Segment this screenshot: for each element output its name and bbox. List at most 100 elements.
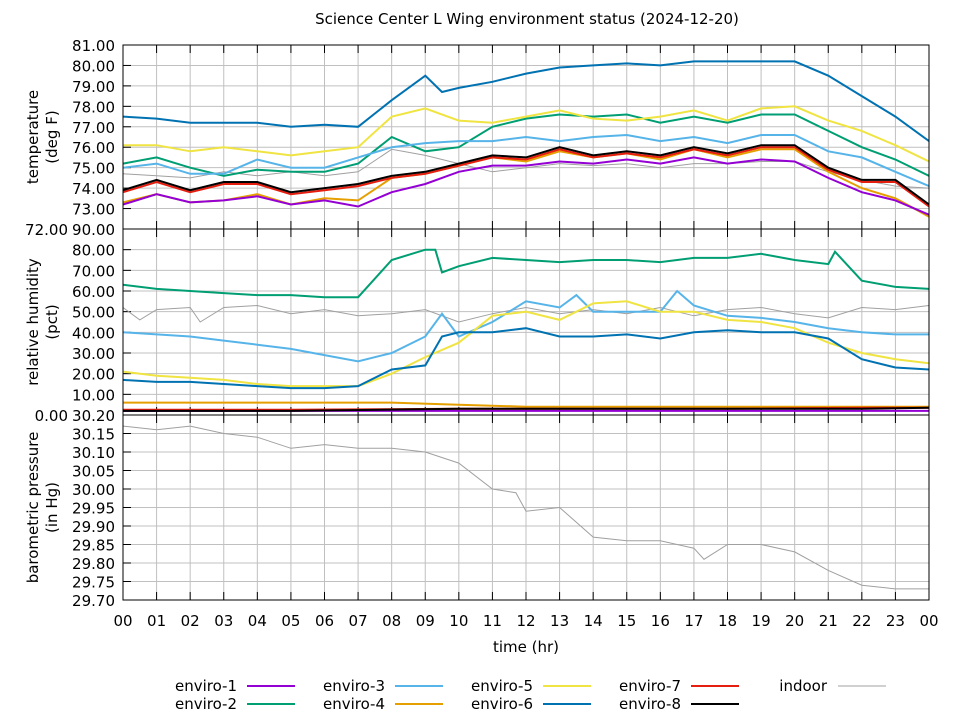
y-tick-label: 10.00: [72, 386, 115, 404]
x-tick-label: 21: [819, 612, 838, 630]
x-tick-label: 05: [281, 612, 300, 630]
y-tick-label: 40.00: [72, 324, 115, 342]
legend-item-enviro-6: enviro-6: [471, 695, 591, 713]
y-tick-label: 78.00: [72, 98, 115, 116]
y-tick-label: 30.00: [72, 345, 115, 363]
series-line-enviro-5: [123, 105, 929, 163]
series-line-indoor: [123, 304, 929, 323]
y-tick-label: 30.00: [72, 481, 115, 499]
y-tick-label: 70.00: [72, 262, 115, 280]
x-tick-label: 03: [214, 612, 233, 630]
y-axis-label: relative humidity(pct): [24, 258, 61, 386]
y-tick-label: 29.90: [72, 518, 115, 536]
y-tick-label: 77.00: [72, 119, 115, 137]
chart-title: Science Center L Wing environment status…: [315, 10, 739, 28]
series-line-enviro-8: [123, 144, 929, 206]
x-axis-label: time (hr): [493, 638, 559, 656]
legend-item-enviro-3: enviro-3: [323, 677, 443, 695]
y-tick-label: 74.00: [72, 180, 115, 198]
legend-label: indoor: [779, 677, 828, 695]
x-tick-label: 00: [113, 612, 132, 630]
series-line-enviro-3: [123, 133, 929, 188]
legend-item-enviro-8: enviro-8: [619, 695, 739, 713]
legend-label: enviro-2: [175, 695, 237, 713]
y-tick-label: 0.00: [35, 407, 68, 425]
y-tick-label: 50.00: [72, 304, 115, 322]
y-tick-label: 30.20: [72, 407, 115, 425]
series-line-enviro-2: [123, 248, 929, 299]
series-line-enviro-4: [123, 148, 929, 218]
y-axis-label: temperature(deg F): [24, 90, 61, 184]
legend-label: enviro-6: [471, 695, 533, 713]
panel-3: 29.7029.7529.8029.8529.9029.9530.0030.05…: [24, 407, 930, 610]
series-line-enviro-3: [123, 289, 929, 363]
y-tick-label: 29.95: [72, 500, 115, 518]
x-tick-label: 08: [382, 612, 401, 630]
x-tick-label: 23: [886, 612, 905, 630]
series-line-enviro-4: [123, 401, 929, 408]
series-line-enviro-5: [123, 300, 929, 388]
legend-label: enviro-5: [471, 677, 533, 695]
x-tick-label: 12: [516, 612, 535, 630]
x-tick-label: 09: [416, 612, 435, 630]
x-tick-label: 00: [919, 612, 938, 630]
legend-item-enviro-4: enviro-4: [323, 695, 443, 713]
series-line-enviro-6: [123, 60, 929, 142]
y-tick-label: 29.70: [72, 592, 115, 610]
legend-label: enviro-1: [175, 677, 237, 695]
y-tick-label: 81.00: [72, 37, 115, 55]
x-tick-label: 19: [752, 612, 771, 630]
series-line-enviro-8: [123, 406, 929, 412]
series-line-indoor: [123, 425, 929, 590]
x-tick-label: 06: [315, 612, 334, 630]
series-line-enviro-7: [123, 146, 929, 208]
y-tick-label: 80.00: [72, 57, 115, 75]
plot-border: [122, 414, 930, 601]
y-tick-label: 30.10: [72, 444, 115, 462]
series-line-enviro-6: [123, 327, 929, 390]
y-tick-label: 80.00: [72, 242, 115, 260]
legend-item-indoor: indoor: [779, 677, 886, 695]
y-tick-label: 30.05: [72, 463, 115, 481]
legend-label: enviro-3: [323, 677, 385, 695]
y-tick-label: 76.00: [72, 139, 115, 157]
x-tick-label: 17: [684, 612, 703, 630]
y-tick-label: 20.00: [72, 366, 115, 384]
series-line-enviro-1: [123, 156, 929, 216]
x-tick-label: 10: [449, 612, 468, 630]
legend-item-enviro-1: enviro-1: [175, 677, 295, 695]
y-tick-label: 73.00: [72, 201, 115, 219]
y-tick-label: 72.00: [25, 221, 68, 239]
x-tick-label: 01: [147, 612, 166, 630]
y-tick-label: 75.00: [72, 160, 115, 178]
x-tick-label: 22: [852, 612, 871, 630]
y-tick-label: 29.80: [72, 555, 115, 573]
series-line-enviro-2: [123, 113, 929, 177]
y-tick-label: 30.15: [72, 426, 115, 444]
x-tick-label: 14: [584, 612, 603, 630]
y-tick-label: 79.00: [72, 78, 115, 96]
legend-item-enviro-2: enviro-2: [175, 695, 295, 713]
y-tick-label: 90.00: [72, 221, 115, 239]
legend-label: enviro-4: [323, 695, 385, 713]
x-tick-label: 13: [550, 612, 569, 630]
y-tick-label: 29.75: [72, 574, 115, 592]
x-tick-label: 20: [785, 612, 804, 630]
x-tick-label: 18: [718, 612, 737, 630]
x-tick-label: 16: [651, 612, 670, 630]
legend-label: enviro-8: [619, 695, 681, 713]
x-tick-label: 02: [181, 612, 200, 630]
x-tick-label: 04: [248, 612, 267, 630]
x-tick-label: 11: [483, 612, 502, 630]
y-tick-label: 60.00: [72, 283, 115, 301]
x-tick-label: 15: [617, 612, 636, 630]
y-axis-label: barometric pressure(in Hg): [24, 432, 61, 584]
x-tick-label: 07: [349, 612, 368, 630]
legend-item-enviro-5: enviro-5: [471, 677, 591, 695]
legend-item-enviro-7: enviro-7: [619, 677, 739, 695]
y-tick-label: 29.85: [72, 537, 115, 555]
